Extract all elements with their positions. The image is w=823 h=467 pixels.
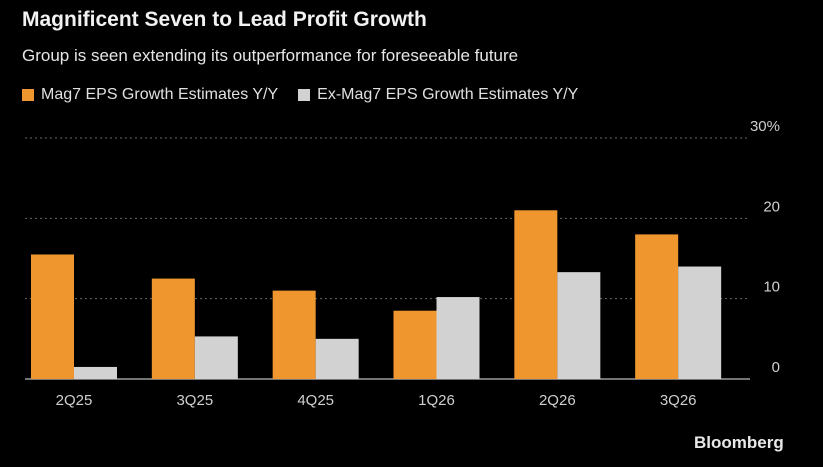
legend-label-mag7: Mag7 EPS Growth Estimates Y/Y	[41, 86, 279, 103]
x-tick-label: 3Q25	[176, 392, 213, 409]
x-tick-label: 1Q26	[418, 392, 455, 409]
chart-legend: Mag7 EPS Growth Estimates Y/Y Ex-Mag7 EP…	[22, 86, 598, 104]
bar-ex-mag7	[194, 336, 238, 379]
bar-mag7	[31, 254, 74, 379]
bar-ex-mag7	[436, 297, 480, 379]
x-tick-label: 3Q26	[660, 392, 697, 409]
bar-ex-mag7	[315, 338, 359, 379]
bar-ex-mag7	[678, 266, 722, 379]
bar-ex-mag7	[74, 366, 117, 379]
source-label: Bloomberg	[694, 433, 784, 452]
bar-mag7	[151, 278, 195, 379]
chart-subtitle: Group is seen extending its outperforman…	[22, 46, 519, 65]
bar-mag7	[272, 290, 316, 379]
legend-swatch-ex-mag7	[298, 89, 311, 101]
legend-swatch-mag7	[22, 89, 34, 101]
legend-item-ex-mag7: Ex-Mag7 EPS Growth Estimates Y/Y	[298, 86, 578, 104]
y-tick-label: 20	[763, 198, 780, 215]
y-tick-label: 30%	[750, 118, 780, 135]
x-tick-label: 4Q25	[297, 392, 334, 409]
bar-mag7	[635, 234, 679, 379]
x-tick-label: 2Q26	[539, 392, 576, 409]
bar-mag7	[514, 210, 558, 379]
legend-label-ex-mag7: Ex-Mag7 EPS Growth Estimates Y/Y	[317, 86, 579, 103]
chart-title: Magnificent Seven to Lead Profit Growth	[22, 8, 427, 31]
legend-item-mag7: Mag7 EPS Growth Estimates Y/Y	[22, 86, 278, 104]
bar-mag7	[393, 310, 437, 379]
bar-ex-mag7	[557, 272, 601, 379]
x-tick-label: 2Q25	[56, 392, 93, 409]
y-tick-label: 0	[772, 359, 780, 376]
y-tick-label: 10	[763, 279, 780, 296]
